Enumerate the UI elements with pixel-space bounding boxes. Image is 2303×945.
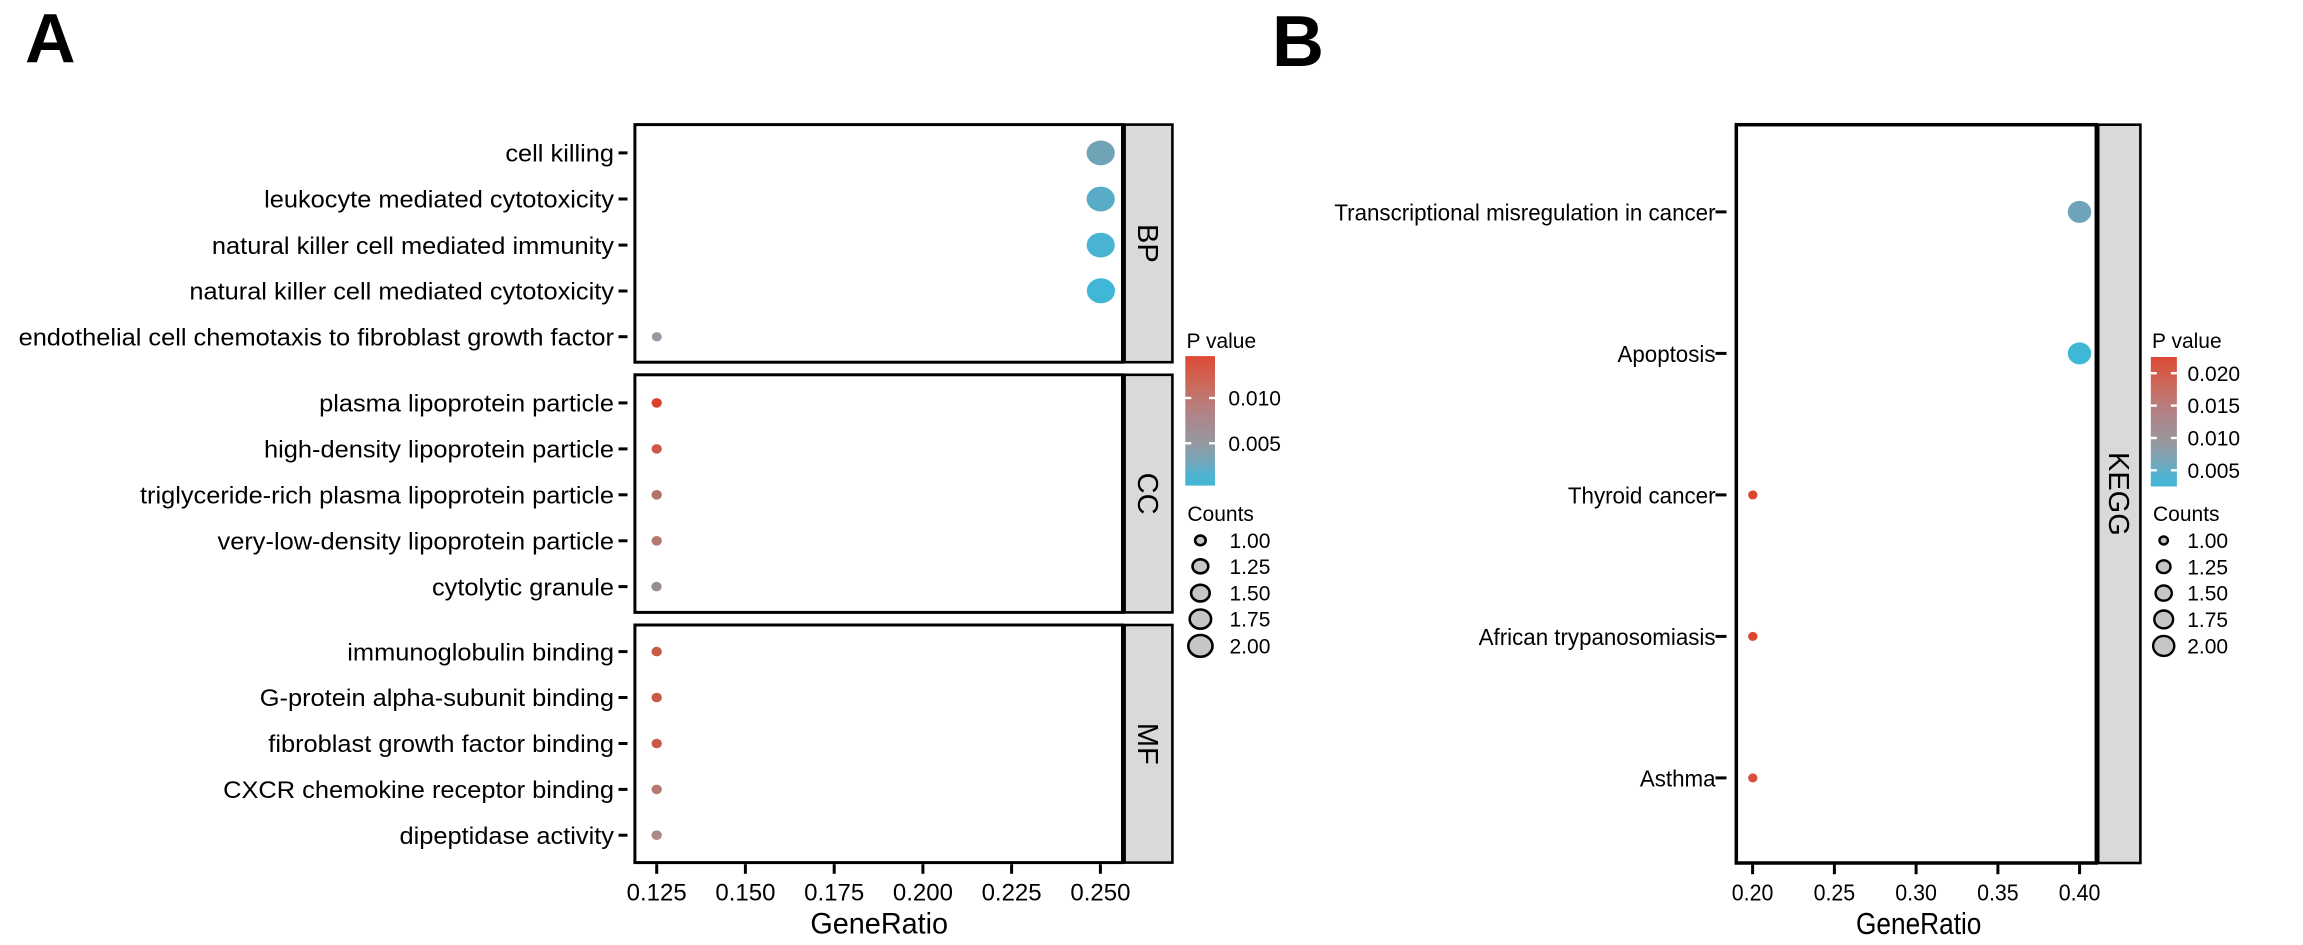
svg-text:Asthma: Asthma	[1640, 765, 1716, 792]
svg-text:Thyroid cancer: Thyroid cancer	[1568, 482, 1716, 509]
svg-text:GeneRatio: GeneRatio	[1856, 907, 1981, 941]
svg-text:0.015: 0.015	[2188, 395, 2241, 418]
svg-text:cytolytic granule: cytolytic granule	[432, 575, 614, 601]
svg-text:Counts: Counts	[2153, 503, 2220, 526]
svg-text:immunoglobulin binding: immunoglobulin binding	[347, 640, 614, 666]
svg-text:1.00: 1.00	[1230, 530, 1271, 553]
svg-text:1.75: 1.75	[2187, 609, 2228, 632]
svg-text:0.35: 0.35	[1977, 880, 2019, 906]
svg-text:triglyceride-rich plasma lipop: triglyceride-rich plasma lipoprotein par…	[140, 483, 614, 509]
svg-text:Apoptosis: Apoptosis	[1618, 340, 1716, 367]
svg-text:Counts: Counts	[1187, 503, 1254, 526]
svg-text:KEGG: KEGG	[2102, 452, 2134, 536]
svg-text:0.200: 0.200	[893, 880, 953, 907]
svg-text:P value: P value	[2152, 330, 2222, 353]
svg-text:0.40: 0.40	[2059, 880, 2101, 906]
svg-text:2.00: 2.00	[1230, 636, 1271, 659]
svg-text:A: A	[25, 0, 76, 78]
svg-text:MF: MF	[1131, 723, 1163, 765]
svg-text:1.75: 1.75	[1230, 609, 1271, 632]
svg-text:1.50: 1.50	[1230, 583, 1271, 606]
svg-text:plasma lipoprotein particle: plasma lipoprotein particle	[319, 391, 614, 417]
svg-text:1.50: 1.50	[2187, 583, 2228, 606]
svg-text:very-low-density lipoprotein p: very-low-density lipoprotein particle	[218, 529, 614, 555]
svg-text:Transcriptional misregulation: Transcriptional misregulation in cancer	[1334, 199, 1715, 226]
svg-text:0.175: 0.175	[804, 880, 864, 907]
svg-text:0.005: 0.005	[1228, 433, 1281, 456]
svg-text:endothelial cell chemotaxis to: endothelial cell chemotaxis to fibroblas…	[19, 325, 614, 351]
svg-text:0.20: 0.20	[1732, 880, 1774, 906]
svg-text:natural killer cell mediated c: natural killer cell mediated cytotoxicit…	[189, 279, 614, 305]
svg-text:fibroblast growth factor bindi: fibroblast growth factor binding	[268, 732, 614, 758]
svg-text:BP: BP	[1131, 224, 1163, 263]
svg-text:0.250: 0.250	[1070, 880, 1130, 907]
svg-text:CC: CC	[1131, 473, 1163, 515]
svg-text:dipeptidase activity: dipeptidase activity	[400, 823, 615, 849]
svg-text:0.005: 0.005	[2188, 460, 2241, 483]
svg-text:leukocyte mediated cytotoxicit: leukocyte mediated cytotoxicity	[264, 187, 614, 213]
svg-text:1.25: 1.25	[2187, 556, 2228, 579]
svg-text:2.00: 2.00	[2187, 636, 2228, 659]
svg-text:cell killing: cell killing	[505, 141, 614, 167]
svg-text:CXCR chemokine receptor bindin: CXCR chemokine receptor binding	[223, 778, 614, 804]
svg-text:African trypanosomiasis: African trypanosomiasis	[1479, 623, 1716, 650]
svg-text:G-protein alpha-subunit bindin: G-protein alpha-subunit binding	[260, 686, 614, 712]
svg-text:0.125: 0.125	[627, 880, 687, 907]
svg-text:B: B	[1272, 2, 1324, 82]
svg-text:1.00: 1.00	[2187, 530, 2228, 553]
svg-text:GeneRatio: GeneRatio	[810, 907, 948, 941]
svg-text:0.010: 0.010	[1228, 388, 1281, 411]
svg-text:0.225: 0.225	[982, 880, 1042, 907]
svg-text:0.30: 0.30	[1895, 880, 1937, 906]
svg-text:0.150: 0.150	[715, 880, 775, 907]
svg-text:0.010: 0.010	[2188, 428, 2241, 451]
svg-text:0.020: 0.020	[2188, 363, 2241, 386]
svg-text:0.25: 0.25	[1814, 880, 1856, 906]
svg-text:high-density lipoprotein parti: high-density lipoprotein particle	[264, 437, 614, 463]
svg-text:1.25: 1.25	[1230, 556, 1271, 579]
svg-text:natural killer cell mediated i: natural killer cell mediated immunity	[212, 233, 615, 259]
svg-text:P value: P value	[1187, 330, 1257, 353]
